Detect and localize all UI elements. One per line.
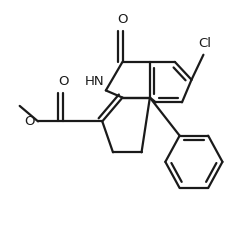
Text: O: O [117,13,128,26]
Text: Cl: Cl [198,36,211,50]
Text: HN: HN [85,74,105,88]
Text: O: O [25,115,35,128]
Text: O: O [58,74,68,88]
